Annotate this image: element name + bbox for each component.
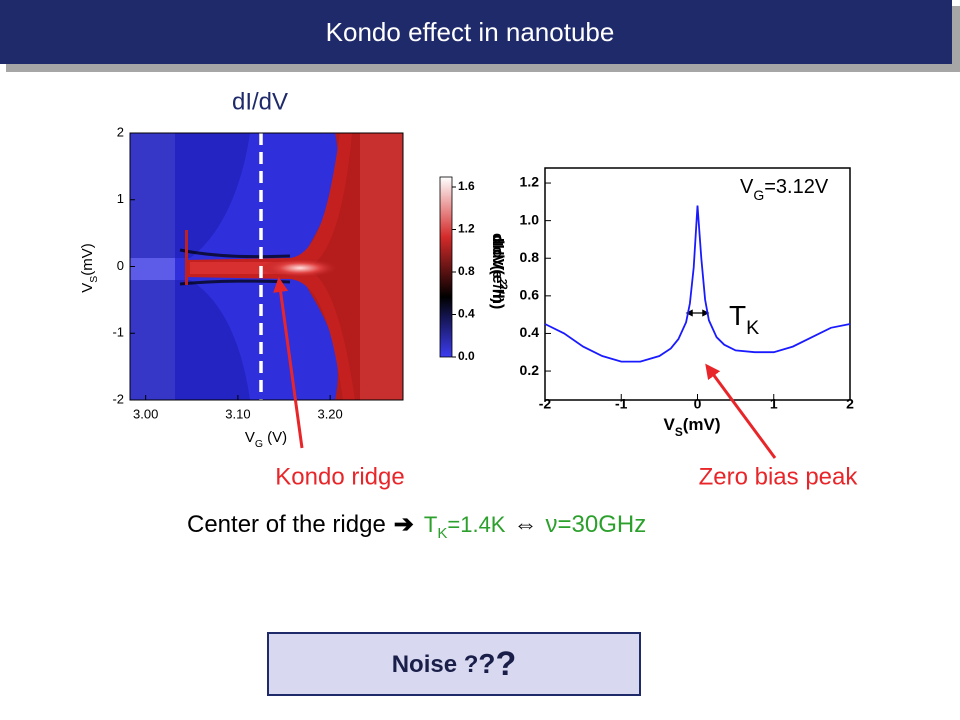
x-tick-label: -2	[539, 396, 552, 412]
x-tick-label: 3.00	[133, 406, 158, 421]
x-tick-label: 0	[694, 396, 702, 412]
ridge-arrow	[273, 277, 304, 449]
width-label-part: T	[729, 300, 746, 331]
y-tick-label: 0.2	[520, 362, 540, 378]
x-axis-label-part: (V)	[263, 429, 287, 446]
heatmap-image	[130, 133, 403, 400]
x-axis-label-part: S	[675, 425, 683, 439]
zero-bias-label: Zero bias peak	[699, 463, 859, 490]
y-tick-label: 2	[117, 124, 124, 139]
kondo-ridge-label: Kondo ridge	[275, 463, 404, 490]
y-axis-label-part: 2	[497, 284, 509, 290]
statement-arrow: ➔	[394, 511, 414, 538]
colorbar-label-part: 2	[497, 279, 509, 285]
colorbar-tick-label: 0.0	[458, 349, 475, 363]
x-axis-label-part: (mV)	[683, 415, 721, 434]
header-bar	[0, 0, 952, 64]
y-tick-label: 0.6	[520, 287, 540, 303]
colorbar-label-part: /h)	[489, 285, 506, 303]
y-axis-label-part: S	[88, 276, 100, 283]
y-axis-label: dIdV(e2/h)	[489, 235, 509, 310]
x-axis-label-part: V	[663, 415, 675, 434]
statement-temperature: TK=1.4K	[424, 512, 506, 543]
y-tick-label: 1.0	[520, 211, 540, 227]
y-tick-label: -2	[112, 391, 124, 406]
y-tick-label: 0	[117, 258, 124, 273]
annotation-part: =3.12V	[764, 176, 829, 198]
y-axis-label-part: (mV)	[79, 243, 96, 276]
noise-part: Noise ?	[392, 651, 479, 678]
statement-temperature-part: K	[437, 525, 447, 542]
colorbar-tick-label: 0.4	[458, 307, 475, 321]
x-axis-label-part: V	[245, 429, 255, 446]
peak-arrow	[705, 363, 777, 459]
width-label-part: K	[746, 317, 759, 339]
x-tick-label: 3.20	[317, 406, 342, 421]
statement-equiv: ⇔	[513, 511, 537, 538]
line-series	[544, 205, 851, 363]
statement-frequency: ν=30GHz	[545, 511, 646, 538]
annotation: VG=3.12V	[740, 176, 829, 202]
colorbar-label: dIdV(e2/h)	[489, 233, 509, 303]
y-axis-label: VS(mV)	[79, 243, 100, 293]
y-axis-label-part: dIdV(e	[489, 235, 506, 284]
colorbar-tick-label: 1.2	[458, 222, 475, 236]
colorbar-tick-label: 0.8	[458, 264, 475, 278]
annotation-part: G	[753, 187, 764, 203]
heatmap-title: dI/dV	[232, 88, 288, 115]
line-frame	[544, 167, 851, 401]
noise-part: ?	[496, 645, 517, 683]
x-axis-label-part: G	[255, 438, 263, 450]
statement-temperature-part: T	[424, 512, 437, 537]
header-title: Kondo effect in nanotube	[326, 17, 615, 47]
x-axis-label: VS(mV)	[663, 415, 720, 439]
noise-box	[267, 632, 641, 696]
y-axis-label-part: /h)	[489, 290, 506, 310]
x-tick-label: 3.10	[225, 406, 250, 421]
annotation-part: V	[740, 176, 754, 198]
x-tick-label: -1	[615, 396, 628, 412]
statement: Center of the ridge ➔ TK=1.4K ⇔ ν=30GHz	[187, 511, 646, 542]
y-tick-label: 1.2	[520, 174, 540, 190]
y-tick-label: -1	[112, 325, 124, 340]
statement-temperature-part: =1.4K	[447, 512, 505, 537]
y-tick-label: 0.8	[520, 249, 540, 265]
colorbar	[439, 176, 453, 358]
colorbar-label-part: dIdV(e	[489, 233, 506, 279]
x-axis-label: VG (V)	[245, 429, 287, 450]
width-label: TK	[729, 300, 759, 339]
noise-text: Noise ???	[392, 645, 517, 683]
y-tick-label: 0.4	[520, 324, 540, 340]
x-tick-label: 1	[770, 396, 778, 412]
colorbar-tick-label: 1.6	[458, 179, 475, 193]
noise-part: ?	[478, 648, 495, 679]
y-axis-label-part: V	[79, 283, 96, 293]
statement-lead: Center of the ridge	[187, 511, 386, 538]
x-tick-label: 2	[846, 396, 854, 412]
y-tick-label: 1	[117, 191, 124, 206]
